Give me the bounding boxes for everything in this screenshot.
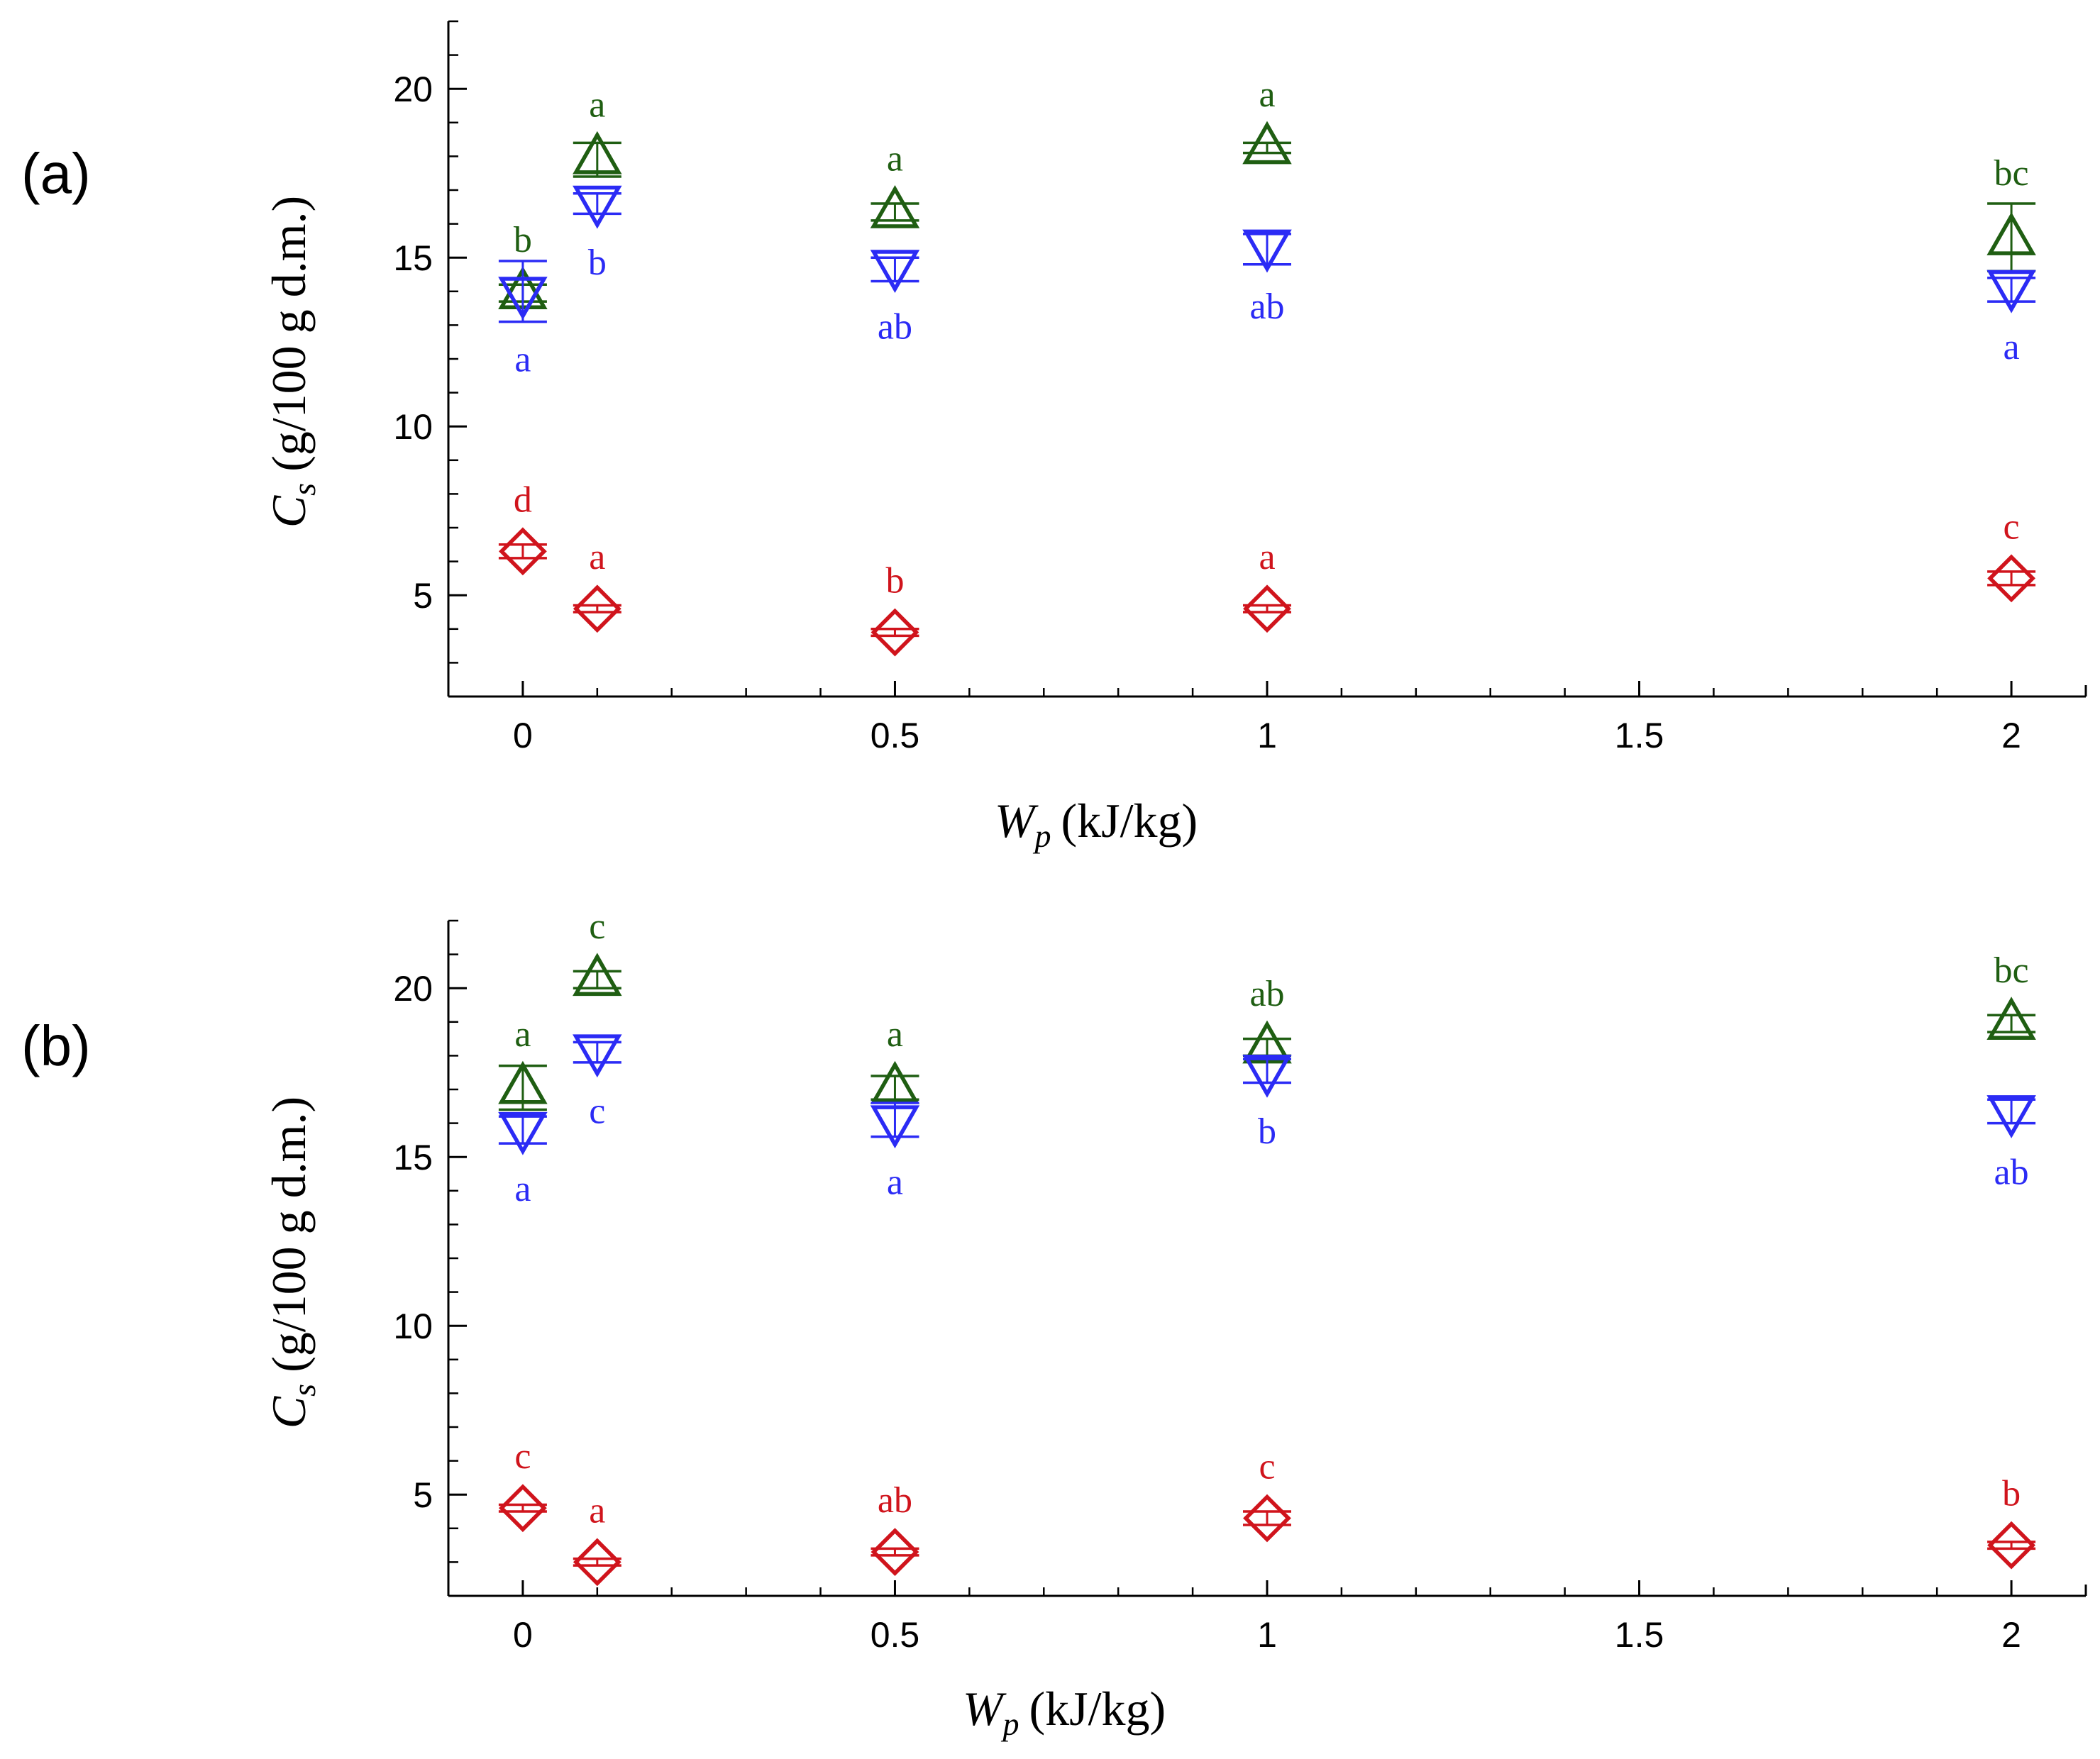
x-tick-label: 2: [2001, 1615, 2021, 1655]
y-axis-symbol: C: [262, 1396, 316, 1428]
y-tick-label: 15: [393, 1138, 433, 1177]
y-tick-label: 5: [413, 576, 433, 616]
x-axis-units: (kJ/kg): [1061, 794, 1198, 848]
blue-triangle-down-marker: [870, 250, 920, 294]
green-triangle-up-marker: [870, 185, 920, 228]
x-tick-label: 0: [513, 716, 533, 755]
blue-triangle-down-marker: [498, 1111, 548, 1155]
green-significance-label: a: [1259, 74, 1275, 115]
red-diamond-marker: [1243, 1494, 1291, 1543]
green-triangle-up-marker: [1986, 997, 2036, 1041]
x-axis-title: Wp (kJ/kg): [963, 1682, 1166, 1742]
y-tick-label: 5: [413, 1475, 433, 1515]
red-diamond-marker: [871, 608, 919, 657]
y-axis-subscript: s: [286, 1384, 322, 1397]
panel-label: (b): [21, 1014, 91, 1077]
x-tick-label: 0.5: [871, 716, 920, 755]
green-significance-label: bc: [1994, 153, 2029, 194]
x-axis-title: Wp (kJ/kg): [995, 794, 1198, 854]
y-tick-label: 10: [393, 1306, 433, 1346]
red-significance-label: c: [514, 1436, 531, 1477]
red-significance-label: ab: [878, 1480, 912, 1521]
red-diamond-marker: [573, 1538, 621, 1587]
blue-significance-label: a: [887, 1163, 903, 1203]
green-significance-label: c: [589, 906, 605, 947]
red-significance-label: b: [885, 561, 904, 601]
blue-triangle-down-marker: [573, 1034, 622, 1078]
y-tick-label: 20: [393, 969, 433, 1009]
blue-significance-label: b: [588, 243, 607, 283]
red-diamond-marker: [871, 1528, 919, 1577]
blue-significance-label: a: [514, 1169, 531, 1209]
y-axis-subscript: s: [286, 483, 322, 496]
x-axis-subscript: p: [1001, 1706, 1019, 1742]
y-axis-units: (g/100 g d.m.): [262, 196, 316, 472]
red-significance-label: a: [589, 537, 605, 577]
green-significance-label: a: [887, 1014, 903, 1055]
x-tick-label: 0: [513, 1615, 533, 1655]
x-tick-label: 0.5: [871, 1615, 920, 1655]
green-triangle-up-marker: [1986, 212, 2036, 255]
red-diamond-marker: [573, 584, 621, 633]
red-significance-label: d: [514, 479, 532, 520]
x-axis-subscript: p: [1033, 818, 1051, 854]
blue-significance-label: a: [2004, 327, 2020, 367]
green-significance-label: a: [514, 1014, 531, 1055]
y-axis-units: (g/100 g d.m.): [262, 1097, 316, 1372]
blue-significance-label: ab: [878, 306, 912, 347]
blue-significance-label: ab: [1994, 1152, 2029, 1192]
x-tick-label: 1.5: [1615, 1615, 1664, 1655]
red-diamond-marker: [1987, 1521, 2035, 1570]
x-tick-label: 1.5: [1615, 716, 1664, 755]
blue-triangle-down-marker: [573, 185, 622, 229]
y-tick-label: 10: [393, 407, 433, 447]
blue-significance-label: b: [1258, 1111, 1276, 1152]
blue-triangle-down-marker: [498, 277, 548, 321]
green-significance-label: a: [887, 139, 903, 179]
y-tick-label: 15: [393, 238, 433, 278]
red-diamond-marker: [499, 527, 547, 576]
panel-label: (a): [21, 142, 91, 205]
green-triangle-up-marker: [573, 953, 622, 997]
green-triangle-up-marker: [573, 131, 622, 174]
red-significance-label: c: [1259, 1447, 1275, 1487]
x-tick-label: 1: [1257, 1615, 1277, 1655]
green-significance-label: a: [589, 84, 605, 125]
x-axis-units: (kJ/kg): [1029, 1682, 1166, 1736]
x-axis-symbol: W: [963, 1682, 1007, 1736]
red-significance-label: a: [589, 1490, 605, 1531]
red-diamond-marker: [1987, 554, 2035, 603]
red-significance-label: a: [1259, 537, 1275, 577]
green-significance-label: ab: [1249, 974, 1284, 1014]
blue-triangle-down-marker: [1242, 229, 1292, 273]
blue-significance-label: ab: [1249, 287, 1284, 327]
red-diamond-marker: [1243, 584, 1291, 633]
x-tick-label: 2: [2001, 716, 2021, 755]
blue-triangle-down-marker: [1242, 1054, 1292, 1098]
red-diamond-marker: [499, 1484, 547, 1533]
green-triangle-up-marker: [1242, 121, 1292, 165]
x-tick-label: 1: [1257, 716, 1277, 755]
green-significance-label: bc: [1994, 950, 2029, 991]
x-axis-symbol: W: [995, 794, 1039, 848]
y-axis-title: Cs (g/100 g d.m.): [262, 1097, 322, 1428]
red-significance-label: c: [2004, 506, 2020, 547]
y-axis-symbol: C: [262, 495, 316, 528]
red-significance-label: b: [2002, 1474, 2021, 1514]
green-significance-label: b: [514, 220, 532, 260]
blue-significance-label: a: [514, 340, 531, 380]
y-tick-label: 20: [393, 70, 433, 109]
blue-triangle-down-marker: [1986, 1095, 2036, 1138]
green-triangle-up-marker: [498, 1060, 548, 1104]
y-axis-title: Cs (g/100 g d.m.): [262, 196, 322, 528]
blue-triangle-down-marker: [1986, 270, 2036, 313]
blue-significance-label: c: [589, 1092, 605, 1132]
blue-triangle-down-marker: [870, 1105, 920, 1149]
